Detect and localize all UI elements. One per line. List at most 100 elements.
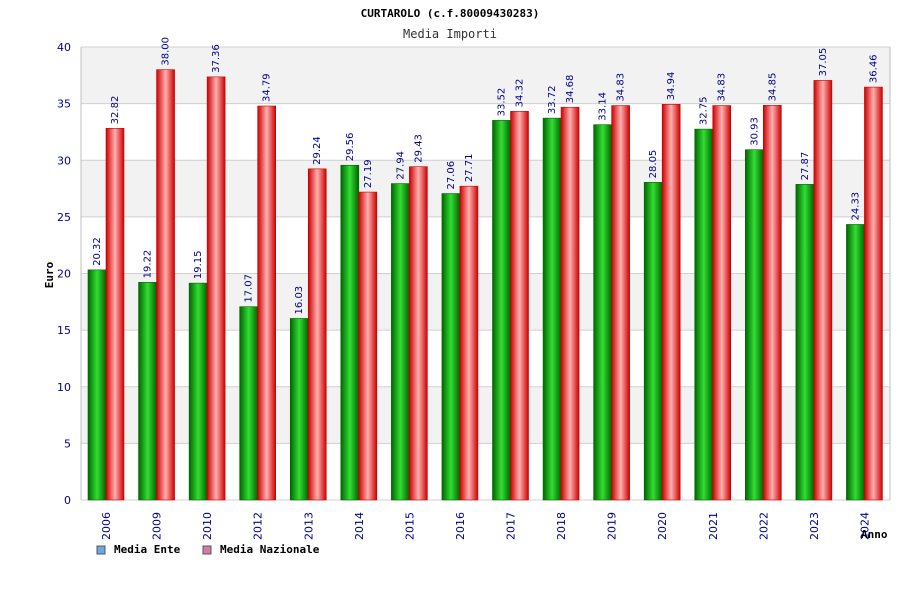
data-label: 34.83 <box>616 73 627 102</box>
data-labels: 20.32 32.82 19.22 38.00 19.15 37.36 17.07 34.79… <box>92 37 879 314</box>
legend: Media Ente Media Nazionale <box>96 543 320 556</box>
bar-media-nazionale <box>358 191 378 501</box>
bar-media-ente <box>87 269 107 501</box>
y-tick-label: 5 <box>64 437 71 450</box>
data-label: 33.72 <box>547 85 558 114</box>
data-label: 34.32 <box>515 79 526 108</box>
bar-media-ente <box>289 318 309 501</box>
data-label: 30.93 <box>749 117 760 146</box>
data-label: 29.43 <box>413 134 424 163</box>
bar-media-nazionale <box>510 111 529 501</box>
x-tick-label: 2023 <box>808 512 821 540</box>
x-tick-label: 2016 <box>454 512 467 540</box>
bar-media-nazionale <box>712 105 732 501</box>
y-tick-label: 30 <box>57 154 71 167</box>
bar-media-nazionale <box>257 105 276 501</box>
bar-media-nazionale <box>813 80 833 501</box>
x-tick-label: 2018 <box>555 512 568 540</box>
data-label: 34.79 <box>262 73 273 102</box>
data-label: 33.52 <box>497 88 508 117</box>
y-tick-label: 40 <box>57 41 71 54</box>
x-axis-label: Anno <box>861 528 888 541</box>
bar-media-ente <box>542 117 562 501</box>
data-label: 34.68 <box>565 75 576 104</box>
data-label: 27.71 <box>464 154 475 183</box>
data-label: 27.87 <box>800 152 811 181</box>
data-label: 27.94 <box>395 151 406 180</box>
bar-media-ente <box>138 282 157 501</box>
bar-media-ente <box>340 164 360 501</box>
x-tick-label: 2020 <box>656 512 669 540</box>
x-tick-label: 2021 <box>707 512 720 540</box>
data-label: 34.94 <box>666 72 677 101</box>
bar-media-ente <box>391 183 410 501</box>
data-label: 36.46 <box>868 54 879 83</box>
data-label: 19.22 <box>143 250 154 279</box>
bar-media-nazionale <box>459 185 479 501</box>
data-label: 29.24 <box>312 136 323 165</box>
bar-media-ente <box>643 182 663 501</box>
y-tick-label: 10 <box>57 381 71 394</box>
data-label: 32.82 <box>110 96 121 125</box>
data-label: 17.07 <box>244 274 255 303</box>
bar-media-nazionale <box>661 104 681 501</box>
bar-media-ente <box>239 306 258 501</box>
data-label: 37.05 <box>818 48 829 77</box>
bar-media-nazionale <box>409 166 428 501</box>
x-tick-label: 2012 <box>252 512 265 540</box>
bar-media-ente <box>492 120 511 501</box>
data-label: 24.33 <box>850 192 861 221</box>
bar-media-ente <box>188 282 208 501</box>
y-axis-ticks: 0 5 10 15 20 25 30 35 40 <box>57 41 71 507</box>
x-tick-label: 2017 <box>505 512 518 540</box>
data-label: 28.05 <box>648 150 659 179</box>
bar-media-ente <box>593 124 612 501</box>
y-tick-label: 0 <box>64 494 71 507</box>
bar-media-ente <box>795 184 815 501</box>
data-label: 34.83 <box>717 73 728 102</box>
x-tick-label: 2015 <box>403 512 416 540</box>
x-tick-label: 2013 <box>302 512 315 540</box>
data-label: 38.00 <box>161 37 172 66</box>
legend-label-nazionale: Media Nazionale <box>220 543 320 556</box>
legend-swatch-nazionale <box>202 545 212 555</box>
data-label: 27.06 <box>446 161 457 190</box>
data-label: 37.36 <box>211 44 222 73</box>
legend-swatch-ente <box>96 545 106 555</box>
data-label: 20.32 <box>92 237 103 266</box>
data-label: 19.15 <box>193 250 204 279</box>
data-label: 16.03 <box>294 286 305 315</box>
bar-media-nazionale <box>156 69 175 501</box>
x-axis-ticks: 2006 2009 2010 2012 2013 2014 2015 2016 2017 2018… <box>100 512 871 540</box>
bar-media-nazionale <box>611 105 630 501</box>
bar-media-ente <box>846 224 865 501</box>
bar-media-nazionale <box>864 86 883 501</box>
data-label: 33.14 <box>598 92 609 121</box>
y-tick-label: 15 <box>57 324 71 337</box>
legend-label-ente: Media Ente <box>114 543 181 556</box>
x-tick-label: 2009 <box>151 512 164 540</box>
y-axis-label: Euro <box>43 261 56 288</box>
bar-media-nazionale <box>560 106 580 501</box>
data-label: 34.85 <box>767 73 778 102</box>
data-label: 32.75 <box>699 96 710 125</box>
x-tick-label: 2019 <box>606 512 619 540</box>
chart-title: CURTAROLO (c.f.80009430283) <box>361 7 540 20</box>
x-tick-label: 2024 <box>858 512 871 540</box>
bar-media-nazionale <box>307 168 327 501</box>
x-tick-label: 2014 <box>353 512 366 540</box>
bars <box>87 69 883 501</box>
x-tick-label: 2010 <box>201 512 214 540</box>
x-tick-label: 2022 <box>757 512 770 540</box>
chart-subtitle: Media Importi <box>403 27 497 41</box>
bar-media-ente <box>694 128 714 501</box>
bar-media-ente <box>745 149 764 501</box>
bar-media-nazionale <box>763 105 782 501</box>
y-tick-label: 20 <box>57 268 71 281</box>
data-label: 27.19 <box>363 159 374 188</box>
bar-media-ente <box>441 193 461 501</box>
bar-media-nazionale <box>105 128 125 501</box>
x-tick-label: 2006 <box>100 512 113 540</box>
y-tick-label: 25 <box>57 211 71 224</box>
